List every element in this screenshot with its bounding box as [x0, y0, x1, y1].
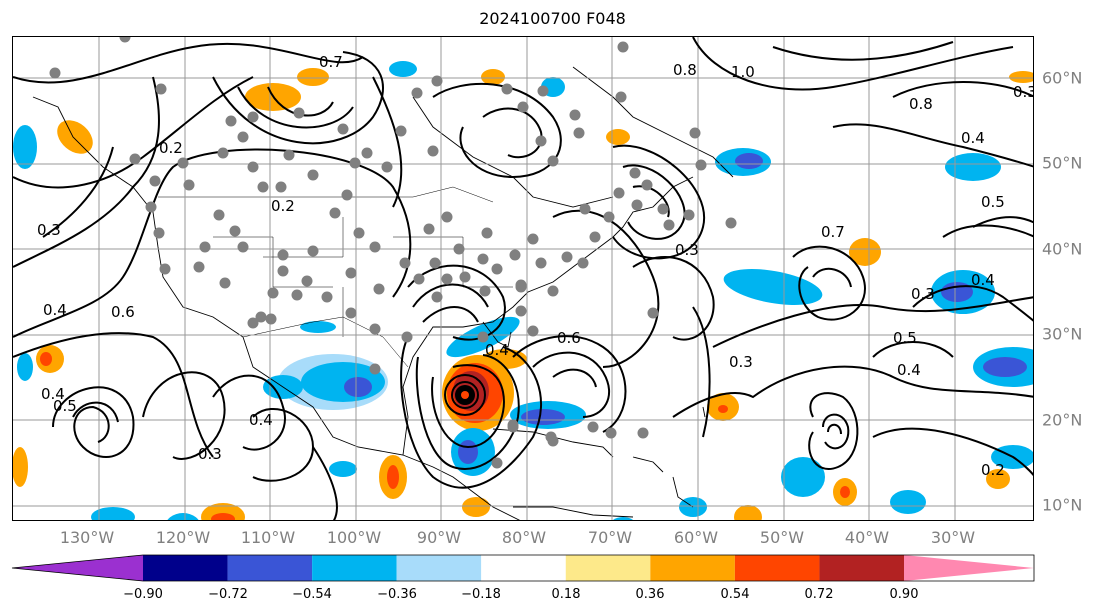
colorbar-outline — [11, 554, 1035, 582]
storm-center-marker — [455, 385, 475, 405]
colorbar-tick: 0.54 — [720, 587, 750, 602]
contour-label: 0.3 — [198, 445, 222, 463]
lon-label: 120°W — [155, 528, 211, 547]
contour-label: 0.6 — [557, 329, 581, 347]
colorbar-tick: −0.36 — [377, 587, 417, 602]
lon-label: 90°W — [416, 528, 462, 547]
contour-label: 0.8 — [673, 61, 697, 79]
colorbar-cell — [819, 555, 904, 581]
lon-label: 80°W — [501, 528, 547, 547]
map-canvas[interactable]: 0.2 0.2 0.2 0.3 0.3 0.3 0.3 0.3 0.3 0.4 … — [13, 37, 1034, 521]
lon-label: 130°W — [59, 528, 115, 547]
contour-label: 0.3 — [729, 353, 753, 371]
colorbar-tick: −0.90 — [123, 587, 163, 602]
contour-label: 0.3 — [1013, 83, 1034, 101]
contour-label: 0.3 — [911, 285, 935, 303]
contour-label: 0.5 — [53, 397, 77, 415]
contour-label: 0.4 — [41, 385, 65, 403]
colorbar-tick: 0.36 — [635, 587, 665, 602]
colorbar-cell — [650, 555, 735, 581]
lat-label: 30°N — [1042, 324, 1083, 344]
colorbar-cell — [227, 555, 313, 581]
colorbar-tick: 0.90 — [889, 587, 919, 602]
contour-label: 0.4 — [961, 129, 985, 147]
map-title: 2024100700 F048 — [479, 9, 626, 28]
lon-label: 30°W — [930, 528, 976, 547]
contour-label: 0.5 — [981, 193, 1005, 211]
lat-label: 40°N — [1042, 239, 1083, 259]
colorbar — [11, 554, 1035, 582]
colorbar-cell — [396, 555, 482, 581]
lat-label: 20°N — [1042, 410, 1083, 430]
colorbar-cell — [565, 555, 651, 581]
colorbar-tick: 0.18 — [551, 587, 581, 602]
contour-label: 0.3 — [37, 221, 61, 239]
lon-label: 70°W — [587, 528, 633, 547]
colorbar-cell — [481, 555, 566, 581]
contour-label: 0.7 — [821, 223, 845, 241]
lon-label: 100°W — [326, 528, 382, 547]
colorbar-cell — [312, 555, 397, 581]
lat-label: 60°N — [1042, 68, 1083, 88]
colorbar-tick: −0.18 — [461, 587, 501, 602]
contour-labels: 0.2 0.2 0.2 0.3 0.3 0.3 0.3 0.3 0.3 0.4 … — [37, 53, 1034, 479]
colorbar-cell — [734, 555, 820, 581]
contour-label: 0.2 — [159, 139, 183, 157]
lon-label: 60°W — [673, 528, 719, 547]
colorbar-cell — [143, 555, 228, 581]
contour-label: 0.4 — [971, 271, 995, 289]
contour-label: 0.4 — [897, 361, 921, 379]
colorbar-tick: −0.72 — [208, 587, 248, 602]
contour-label: 0.2 — [271, 197, 295, 215]
colorbar-tick: 0.72 — [804, 587, 834, 602]
lat-label: 10°N — [1042, 495, 1083, 515]
map-panel[interactable]: 0.2 0.2 0.2 0.3 0.3 0.3 0.3 0.3 0.3 0.4 … — [12, 36, 1034, 521]
colorbar-extend-min — [12, 555, 143, 581]
contour-label: 0.4 — [249, 411, 273, 429]
lon-label: 40°W — [844, 528, 890, 547]
lon-label: 110°W — [240, 528, 296, 547]
contour-label: 0.4 — [485, 341, 509, 359]
lat-label: 50°N — [1042, 153, 1083, 173]
contour-label: 0.7 — [319, 53, 343, 71]
colorbar-tick: −0.54 — [292, 587, 332, 602]
contour-label: 0.3 — [675, 241, 699, 259]
station-markers — [49, 37, 737, 469]
colorbar-extend-max — [904, 555, 1034, 581]
contour-label: 0.6 — [111, 303, 135, 321]
contour-label: 0.5 — [893, 329, 917, 347]
contour-label: 0.4 — [43, 301, 67, 319]
graticule — [13, 37, 1033, 520]
contour-label: 0.2 — [981, 461, 1005, 479]
contour-label: 0.8 — [909, 95, 933, 113]
lon-label: 50°W — [759, 528, 805, 547]
contour-label: 1.0 — [731, 63, 755, 81]
